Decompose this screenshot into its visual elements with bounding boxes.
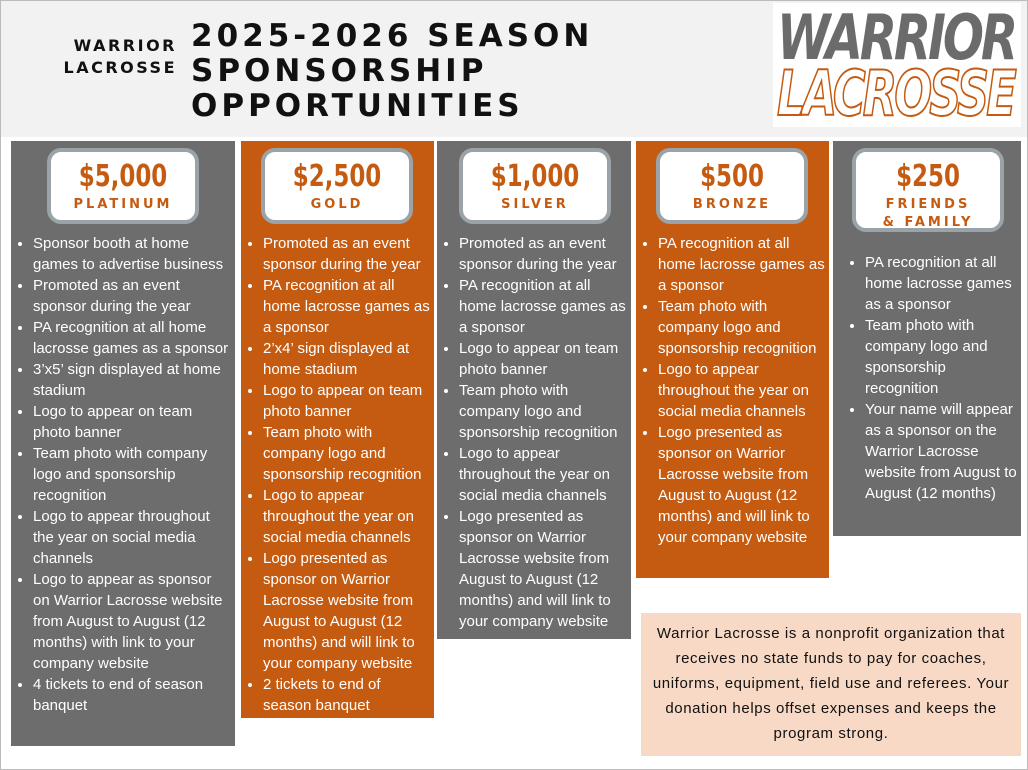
tier-name: GOLD: [310, 197, 364, 212]
logo-line: WARRIOR: [777, 1, 1018, 74]
benefit: 2’x4’ sign displayed at home stadium: [263, 338, 430, 380]
tier-name: FRIENDS & FAMILY: [882, 197, 974, 230]
title-line: SPONSORSHIP: [191, 53, 488, 89]
tier-badge: $1,000 SILVER: [459, 148, 611, 224]
benefit: 4 tickets to end of season banquet: [33, 674, 231, 716]
tier-badge: $2,500 GOLD: [261, 148, 413, 224]
benefit: Team photo with company logo and sponsor…: [658, 296, 825, 359]
org-line: LACROSSE: [63, 58, 177, 77]
benefit: PA recognition at all home lacrosse game…: [658, 233, 825, 296]
tier-price: $2,500: [292, 159, 382, 194]
benefit: Logo presented as sponsor on Warrior Lac…: [658, 422, 825, 548]
benefit: Logo presented as sponsor on Warrior Lac…: [459, 506, 627, 632]
benefit: Sponsor booth at home games to advertise…: [33, 233, 231, 275]
benefit: Promoted as an event sponsor during the …: [33, 275, 231, 317]
benefit-list: Promoted as an event sponsor during the …: [437, 233, 631, 632]
tier-badge: $500 BRONZE: [656, 148, 808, 224]
tier-column: $1,000 SILVER Promoted as an event sponsor…: [437, 141, 631, 639]
benefit-list: Sponsor booth at home games to advertise…: [11, 233, 235, 716]
benefit: Logo to appear throughout the year on so…: [658, 359, 825, 422]
logo-line: LACROSSE: [776, 56, 1017, 131]
tier-badge: $250 FRIENDS & FAMILY: [852, 148, 1004, 232]
benefit: Logo to appear throughout the year on so…: [33, 506, 231, 569]
tier-name: BRONZE: [692, 197, 772, 212]
benefit: Logo to appear on team photo banner: [263, 380, 430, 422]
benefit: Logo to appear on team photo banner: [33, 401, 231, 443]
title: 2025-2026 SEASON SPONSORSHIP OPPORTUNITI…: [191, 19, 593, 124]
tier-price: $5,000: [78, 159, 168, 194]
tier-badge: $5,000 PLATINUM: [47, 148, 199, 224]
benefit-list: PA recognition at all home lacrosse game…: [636, 233, 829, 548]
benefit: Logo to appear on team photo banner: [459, 338, 627, 380]
benefit: PA recognition at all home lacrosse game…: [459, 275, 627, 338]
tier-price: $1,000: [490, 159, 580, 194]
tier-name: PLATINUM: [73, 197, 173, 212]
benefit: Team photo with company logo and sponsor…: [33, 443, 231, 506]
tier-column: $5,000 PLATINUM Sponsor booth at home game…: [11, 141, 235, 746]
org-name: WARRIOR LACROSSE: [41, 35, 177, 79]
benefit: PA recognition at all home lacrosse game…: [865, 252, 1017, 315]
note: Warrior Lacrosse is a nonprofit organiza…: [641, 613, 1021, 756]
benefit: Promoted as an event sponsor during the …: [263, 233, 430, 275]
benefit: PA recognition at all home lacrosse game…: [263, 275, 430, 338]
tier-column: $500 BRONZE PA recognition at all home lac…: [636, 141, 829, 578]
benefit: 2 tickets to end of season banquet: [263, 674, 430, 716]
tier-price: $500: [700, 159, 764, 194]
benefit: PA recognition at all home lacrosse game…: [33, 317, 231, 359]
benefit: Your name will appear as a sponsor on th…: [865, 399, 1017, 504]
benefit: Logo presented as sponsor on Warrior Lac…: [263, 548, 430, 674]
benefit: Team photo with company logo and sponsor…: [263, 422, 430, 485]
benefit: Team photo with company logo and sponsor…: [865, 315, 1017, 399]
tier-price: $250: [896, 159, 960, 194]
org-line: WARRIOR: [73, 36, 177, 55]
benefit: Logo to appear throughout the year on so…: [459, 443, 627, 506]
title-line: OPPORTUNITIES: [191, 88, 524, 124]
benefit: 3’x5’ sign displayed at home stadium: [33, 359, 231, 401]
benefit: Logo to appear throughout the year on so…: [263, 485, 430, 548]
tier-column: $2,500 GOLD Promoted as an event sponsor d…: [241, 141, 434, 718]
logo: WARRIOR LACROSSE: [773, 1, 1021, 131]
tier-name: SILVER: [501, 197, 569, 212]
benefit-list: Promoted as an event sponsor during the …: [241, 233, 434, 716]
benefit: Logo to appear as sponsor on Warrior Lac…: [33, 569, 231, 674]
benefit-list: PA recognition at all home lacrosse game…: [833, 252, 1021, 504]
title-line: 2025-2026 SEASON: [191, 18, 594, 54]
benefit: Promoted as an event sponsor during the …: [459, 233, 627, 275]
benefit: Team photo with company logo and sponsor…: [459, 380, 627, 443]
